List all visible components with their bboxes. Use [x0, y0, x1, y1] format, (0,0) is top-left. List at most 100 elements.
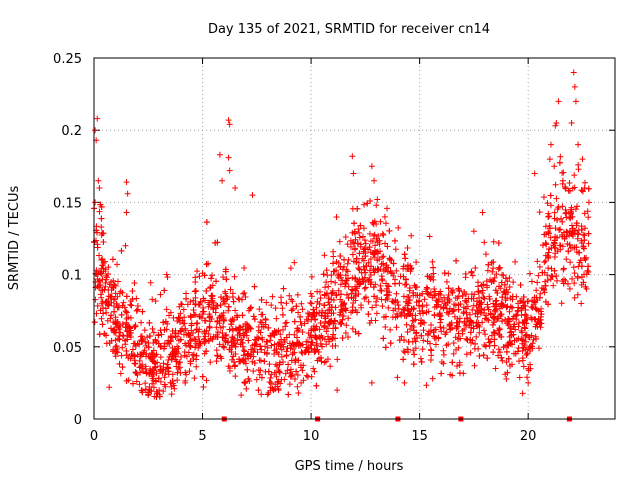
data-point [389, 298, 396, 305]
data-point [498, 300, 505, 307]
data-point [493, 271, 500, 278]
data-point [299, 328, 306, 335]
data-point [455, 306, 462, 313]
data-point [479, 287, 486, 294]
data-point [174, 377, 181, 384]
data-point [322, 284, 329, 291]
data-point [96, 208, 103, 215]
data-point [191, 288, 198, 295]
data-point [511, 321, 518, 328]
data-point [485, 306, 492, 313]
data-point [288, 296, 295, 303]
data-point [428, 352, 435, 359]
data-point [244, 366, 251, 373]
data-point [96, 284, 103, 291]
data-point [273, 373, 280, 380]
data-point [581, 237, 588, 244]
data-point [310, 365, 317, 372]
data-point [290, 305, 297, 312]
data-point [382, 313, 389, 320]
data-point [417, 355, 424, 362]
data-point [167, 333, 174, 340]
data-point [401, 306, 408, 313]
data-point [549, 273, 556, 280]
data-point [478, 305, 485, 312]
data-point [102, 266, 109, 273]
data-point [490, 265, 497, 272]
data-point [207, 284, 214, 291]
data-point [257, 343, 264, 350]
data-point [432, 326, 439, 333]
data-point [504, 369, 511, 376]
data-point [415, 302, 422, 309]
data-point [456, 361, 463, 368]
data-point [495, 239, 502, 246]
data-point [577, 257, 584, 264]
data-point [232, 373, 239, 380]
data-point [248, 346, 255, 353]
data-point [201, 328, 208, 335]
data-point [116, 336, 123, 343]
data-point [341, 256, 348, 263]
data-point [285, 361, 292, 368]
data-point [584, 267, 591, 274]
data-point [92, 296, 99, 303]
data-point [98, 270, 105, 277]
data-point [101, 330, 108, 337]
data-point [94, 229, 101, 236]
data-point [289, 340, 296, 347]
data-point [283, 300, 290, 307]
data-point [167, 379, 174, 386]
data-point [230, 353, 237, 360]
data-point [533, 306, 540, 313]
data-point [490, 319, 497, 326]
data-point [331, 317, 338, 324]
data-point [361, 266, 368, 273]
data-point [132, 323, 139, 330]
data-point [566, 241, 573, 248]
data-point [463, 314, 470, 321]
data-point [548, 265, 555, 272]
data-point [424, 338, 431, 345]
data-point [393, 267, 400, 274]
data-point [356, 234, 363, 241]
data-point [252, 336, 259, 343]
data-point [295, 390, 302, 397]
data-point [272, 305, 279, 312]
data-point [153, 351, 160, 358]
data-point [580, 279, 587, 286]
data-point [196, 273, 203, 280]
data-point [154, 390, 161, 397]
data-point [213, 324, 220, 331]
data-point [278, 353, 285, 360]
data-point [190, 307, 197, 313]
data-point [491, 342, 498, 349]
data-point [101, 258, 108, 265]
data-point [378, 261, 385, 268]
data-point [186, 331, 193, 338]
data-point [210, 304, 217, 311]
data-point [538, 305, 545, 312]
data-point [532, 323, 539, 330]
data-point [306, 311, 313, 318]
data-point [362, 294, 369, 301]
data-point [373, 298, 380, 305]
data-point [337, 264, 344, 271]
data-point [224, 294, 231, 301]
data-point [446, 323, 453, 330]
data-point [499, 318, 506, 325]
data-point [116, 322, 123, 329]
data-point [170, 382, 177, 389]
data-point [249, 358, 256, 365]
data-point [161, 343, 168, 350]
data-point [361, 237, 368, 244]
data-point [493, 301, 500, 308]
data-point [231, 273, 238, 280]
data-point [353, 259, 360, 266]
data-point [214, 318, 221, 325]
data-point [560, 266, 567, 273]
data-point [327, 363, 334, 370]
data-point [168, 391, 175, 398]
data-point [576, 249, 583, 256]
data-point [232, 307, 239, 314]
